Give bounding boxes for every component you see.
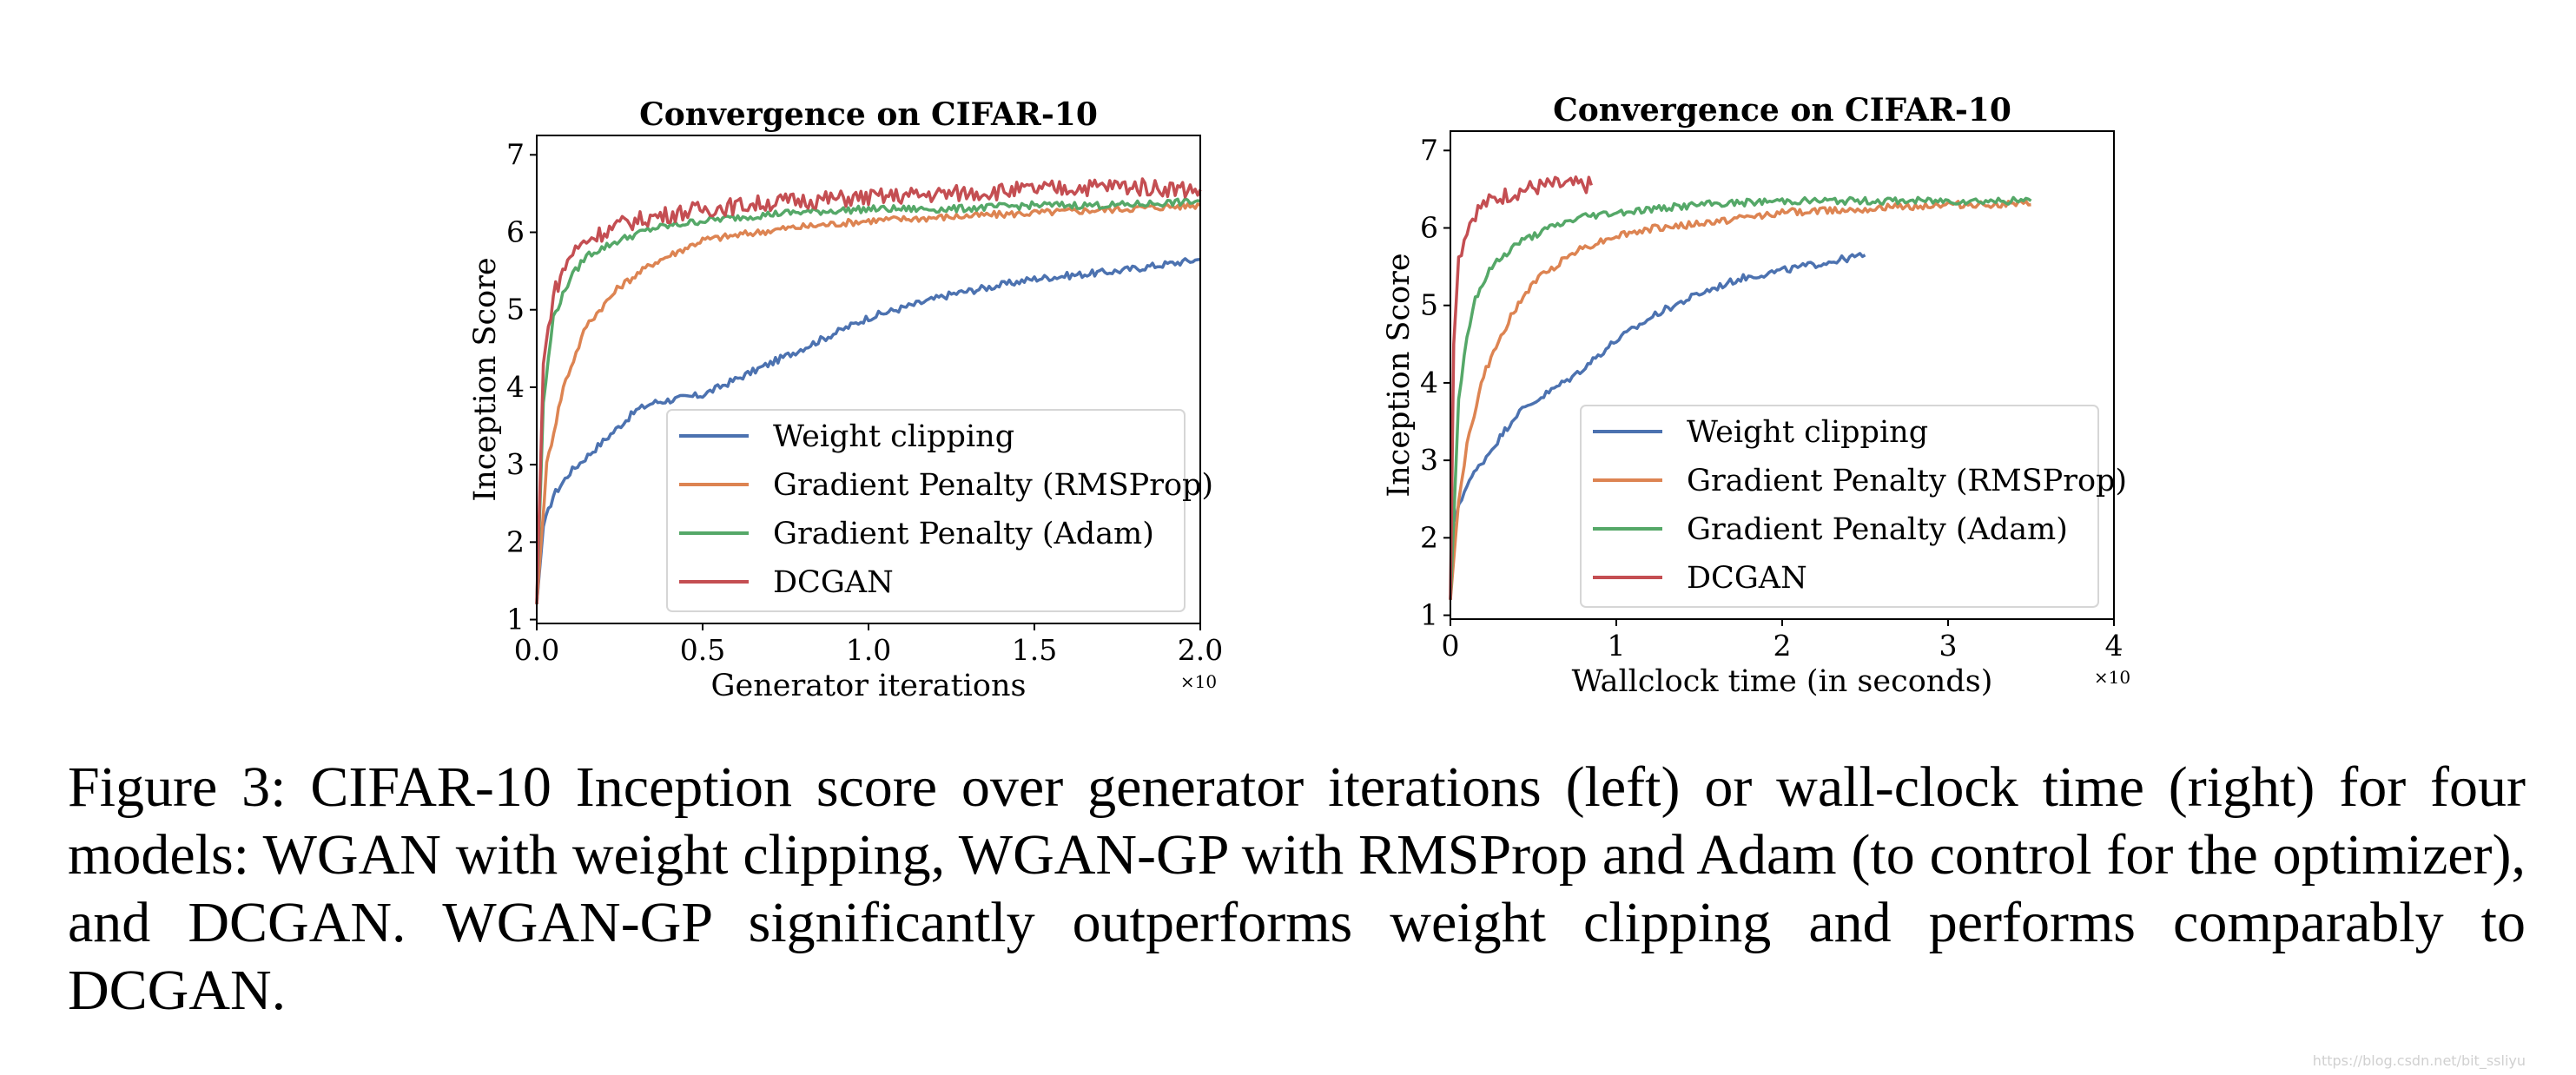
legend-box <box>666 409 1186 612</box>
series-line-gradient-penalty-adam- <box>535 196 1201 604</box>
y-tick-label: 2 <box>506 524 525 558</box>
y-tick-label: 6 <box>506 215 525 249</box>
legend-label: Weight clipping <box>1687 415 1928 450</box>
figure-3: Convergence on CIFAR-10 1 2 3 4 5 6 7 0.0 0.5 1.0 1… <box>468 92 2130 703</box>
legend-label: Gradient Penalty (RMSProp) <box>773 468 1213 503</box>
x-tick-label: 2 <box>1773 629 1792 663</box>
watermark: https://blog.csdn.net/bit_ssliyu <box>2312 1052 2526 1069</box>
x-tick-label: 4 <box>2105 629 2124 663</box>
y-tick-label: 7 <box>1420 133 1438 167</box>
legend-label: Weight clipping <box>773 419 1014 454</box>
legend-label: Gradient Penalty (Adam) <box>1687 512 2068 547</box>
x-tick-label: 1 <box>1608 629 1626 663</box>
x-tick-label: 1.5 <box>1012 633 1057 667</box>
y-tick-label: 5 <box>1420 288 1438 322</box>
legend-label: DCGAN <box>1687 561 1807 596</box>
legend-label: Gradient Penalty (Adam) <box>773 517 1154 551</box>
x-axis-label: Wallclock time (in seconds) <box>1572 664 1993 699</box>
y-axis-label: Inception Score <box>468 257 503 501</box>
y-tick-label: 3 <box>506 447 525 481</box>
y-tick-label: 5 <box>506 293 525 326</box>
y-tick-label: 1 <box>506 603 525 636</box>
x-tick-label: 0 <box>1442 629 1460 663</box>
series-line-gradient-penalty-rmsprop- <box>1449 199 2031 600</box>
chart-left: Convergence on CIFAR-10 1 2 3 4 5 6 7 0.0 0.5 1.0 1… <box>468 96 1223 703</box>
y-axis-label: Inception Score <box>1382 253 1417 497</box>
y-tick-label: 7 <box>506 137 525 171</box>
x-axis-multiplier: ×10 <box>2094 667 2130 688</box>
legend: Weight clipping Gradient Penalty (RMSProp… <box>1580 405 2127 608</box>
series-line-weight-clipping <box>1449 252 1866 600</box>
y-tick-label: 4 <box>1420 366 1438 399</box>
x-tick-label: 0.5 <box>680 633 725 667</box>
y-tick-label: 2 <box>1420 520 1438 554</box>
series-line-gradient-penalty-rmsprop- <box>535 201 1201 604</box>
x-tick-label: 0.0 <box>514 633 559 667</box>
legend-label: DCGAN <box>773 565 894 600</box>
legend-box <box>1580 405 2099 608</box>
y-tick-label: 1 <box>1420 598 1438 632</box>
y-tick-label: 6 <box>1420 211 1438 245</box>
series-line-dcgan <box>1449 175 1593 600</box>
x-tick-label: 3 <box>1939 629 1958 663</box>
x-tick-label: 2.0 <box>1178 633 1223 667</box>
legend-label: Gradient Penalty (RMSProp) <box>1687 464 2127 498</box>
legend: Weight clipping Gradient Penalty (RMSProp… <box>666 409 1213 612</box>
x-axis-multiplier: ×10 <box>1180 671 1217 692</box>
y-tick-label: 4 <box>506 370 525 404</box>
chart-title: Convergence on CIFAR-10 <box>639 96 1098 133</box>
x-axis-label: Generator iterations <box>711 669 1027 703</box>
series-line-dcgan <box>535 177 1202 604</box>
x-tick-label: 1.0 <box>846 633 891 667</box>
figure-caption: Figure 3: CIFAR-10 Inception score over … <box>68 755 2526 1022</box>
chart-title: Convergence on CIFAR-10 <box>1553 92 2011 129</box>
series-line-weight-clipping <box>535 257 1201 604</box>
y-tick-label: 3 <box>1420 443 1438 477</box>
series-line-gradient-penalty-adam- <box>1449 195 2032 600</box>
